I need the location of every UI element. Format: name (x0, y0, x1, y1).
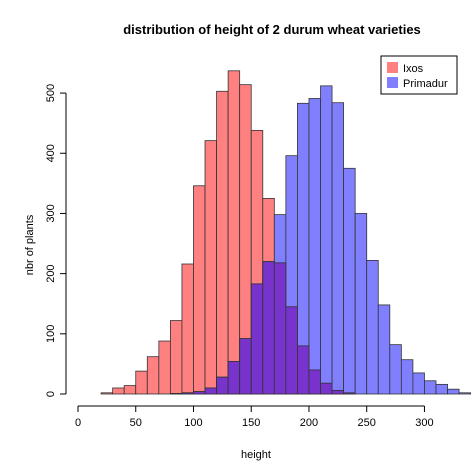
legend-label-primadur: Primadur (403, 78, 448, 90)
bar-ixos (158, 340, 171, 395)
bar-overlap (320, 382, 333, 395)
x-tick-label: 0 (75, 417, 81, 429)
bar-primadur (331, 102, 345, 395)
legend-swatch-primadur (387, 77, 398, 88)
bar-primadur (377, 304, 391, 395)
bar-overlap (181, 392, 194, 395)
bar-primadur (308, 98, 321, 395)
bar-ixos (146, 356, 160, 395)
bar-primadur (412, 372, 425, 395)
y-tick-label: 500 (45, 84, 57, 102)
bar-overlap (169, 392, 183, 395)
bar-primadur (354, 213, 368, 395)
x-axis-label: height (241, 449, 271, 461)
bar-ixos (169, 320, 183, 395)
x-tick-label: 200 (300, 417, 318, 429)
bar-primadur (424, 380, 437, 395)
y-tick-label: 400 (45, 144, 57, 162)
bar-overlap (343, 392, 356, 395)
bar-primadur (400, 359, 414, 395)
bar-overlap (239, 338, 252, 395)
x-tick-label: 150 (242, 417, 260, 429)
bar-overlap (297, 345, 310, 395)
x-tick-label: 50 (130, 417, 142, 429)
bar-primadur (447, 388, 460, 395)
bar-ixos (123, 385, 137, 395)
bar-ixos (216, 90, 229, 395)
bar-overlap (227, 361, 241, 395)
y-tick-label: 0 (45, 391, 57, 397)
x-tick-label: 100 (184, 417, 202, 429)
legend-swatch-ixos (387, 62, 398, 73)
bar-ixos (100, 392, 114, 395)
legend: Ixos Primadur (380, 55, 458, 95)
bar-primadur (366, 259, 379, 395)
y-axis: 0 100 200 300 400 500 (45, 84, 67, 397)
y-tick-label: 100 (45, 325, 57, 343)
bar-overlap (285, 306, 298, 395)
bar-ixos (204, 140, 217, 395)
bar-ixos (227, 70, 241, 395)
bar-ixos (181, 263, 194, 395)
bar-overlap (262, 261, 275, 395)
x-axis: 0 50 100 150 200 250 300 (75, 405, 434, 429)
legend-label-ixos: Ixos (403, 63, 424, 75)
bar-overlap (193, 391, 206, 395)
bar-ixos (112, 387, 125, 395)
bar-primadur (435, 383, 448, 395)
bar-overlap (331, 389, 345, 395)
y-tick-label: 300 (45, 204, 57, 222)
bar-overlap (273, 262, 287, 395)
bar-primadur (343, 167, 356, 395)
y-axis-label: nbr of plants (24, 214, 36, 275)
bar-overlap (216, 376, 229, 395)
bar-primadur (389, 344, 402, 395)
x-tick-label: 250 (358, 417, 376, 429)
bar-primadur (320, 85, 333, 395)
bar-overlap (250, 283, 264, 395)
bar-primadur (458, 392, 472, 395)
y-tick-label: 200 (45, 264, 57, 282)
x-tick-label: 300 (415, 417, 433, 429)
histogram-bars (100, 70, 472, 395)
bar-overlap (204, 387, 217, 395)
bar-ixos (135, 370, 148, 395)
chart-title: distribution of height of 2 durum wheat … (123, 22, 421, 37)
bar-ixos (193, 185, 206, 395)
bar-overlap (308, 369, 321, 395)
